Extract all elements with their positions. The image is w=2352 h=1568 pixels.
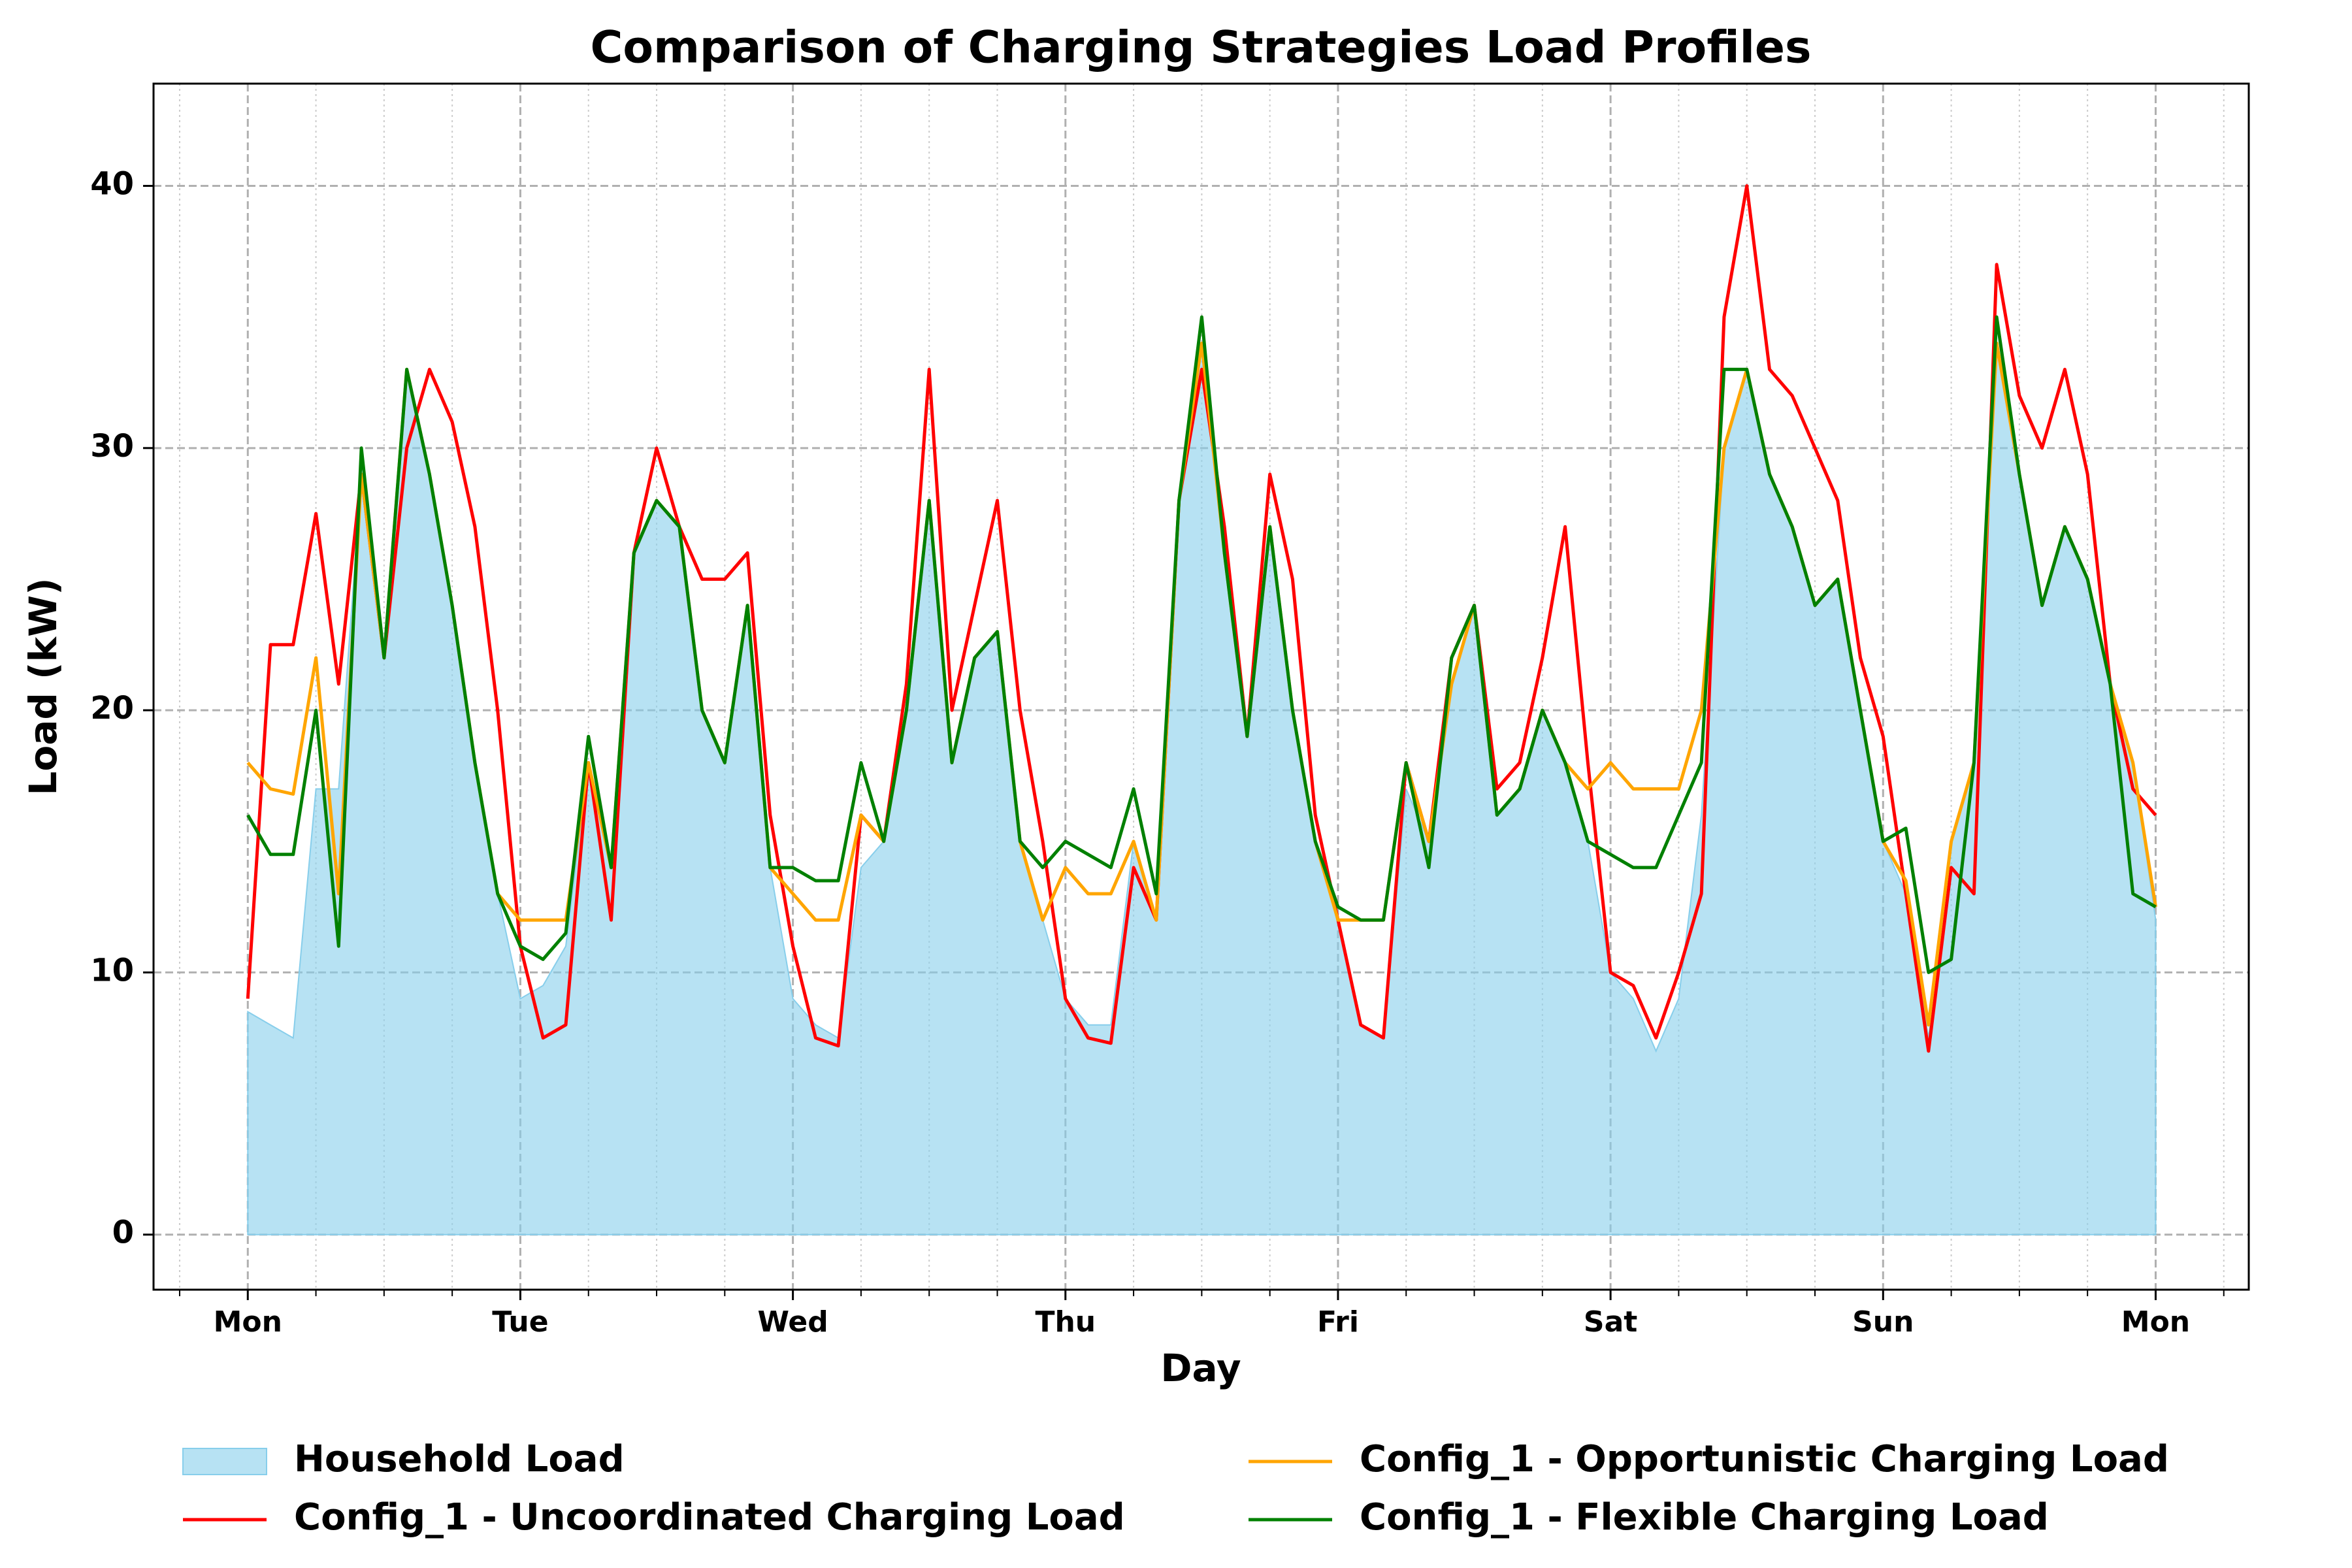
legend-label: Config_1 - Flexible Charging Load <box>1360 1496 2049 1539</box>
x-tick-label: Thu <box>1035 1305 1096 1339</box>
legend-label: Config_1 - Uncoordinated Charging Load <box>294 1496 1125 1539</box>
x-tick-label: Mon <box>214 1305 282 1339</box>
plot-frame <box>152 82 2250 1291</box>
legend-swatch <box>182 1448 267 1475</box>
y-tick-label: 10 <box>90 952 134 988</box>
y-tick-label: 30 <box>90 428 134 465</box>
y-tick-label: 20 <box>90 690 134 727</box>
legend-label: Config_1 - Opportunistic Charging Load <box>1360 1438 2169 1480</box>
series-line <box>246 184 2157 1053</box>
x-tick-label: Sun <box>1852 1305 1914 1339</box>
y-tick-label: 0 <box>112 1215 134 1251</box>
x-tick-label: Tue <box>492 1305 548 1339</box>
x-axis-label: Day <box>1160 1346 1241 1390</box>
y-axis-label: Load (kW) <box>21 578 65 795</box>
chart-title: Comparison of Charging Strategies Load P… <box>590 22 1811 74</box>
x-tick-label: Wed <box>757 1305 828 1339</box>
x-tick-label: Sat <box>1584 1305 1637 1339</box>
series-line <box>246 315 2157 974</box>
legend-label: Household Load <box>294 1438 625 1480</box>
x-tick-label: Mon <box>2121 1305 2190 1339</box>
x-tick-label: Fri <box>1317 1305 1359 1339</box>
y-tick-label: 40 <box>90 166 134 203</box>
